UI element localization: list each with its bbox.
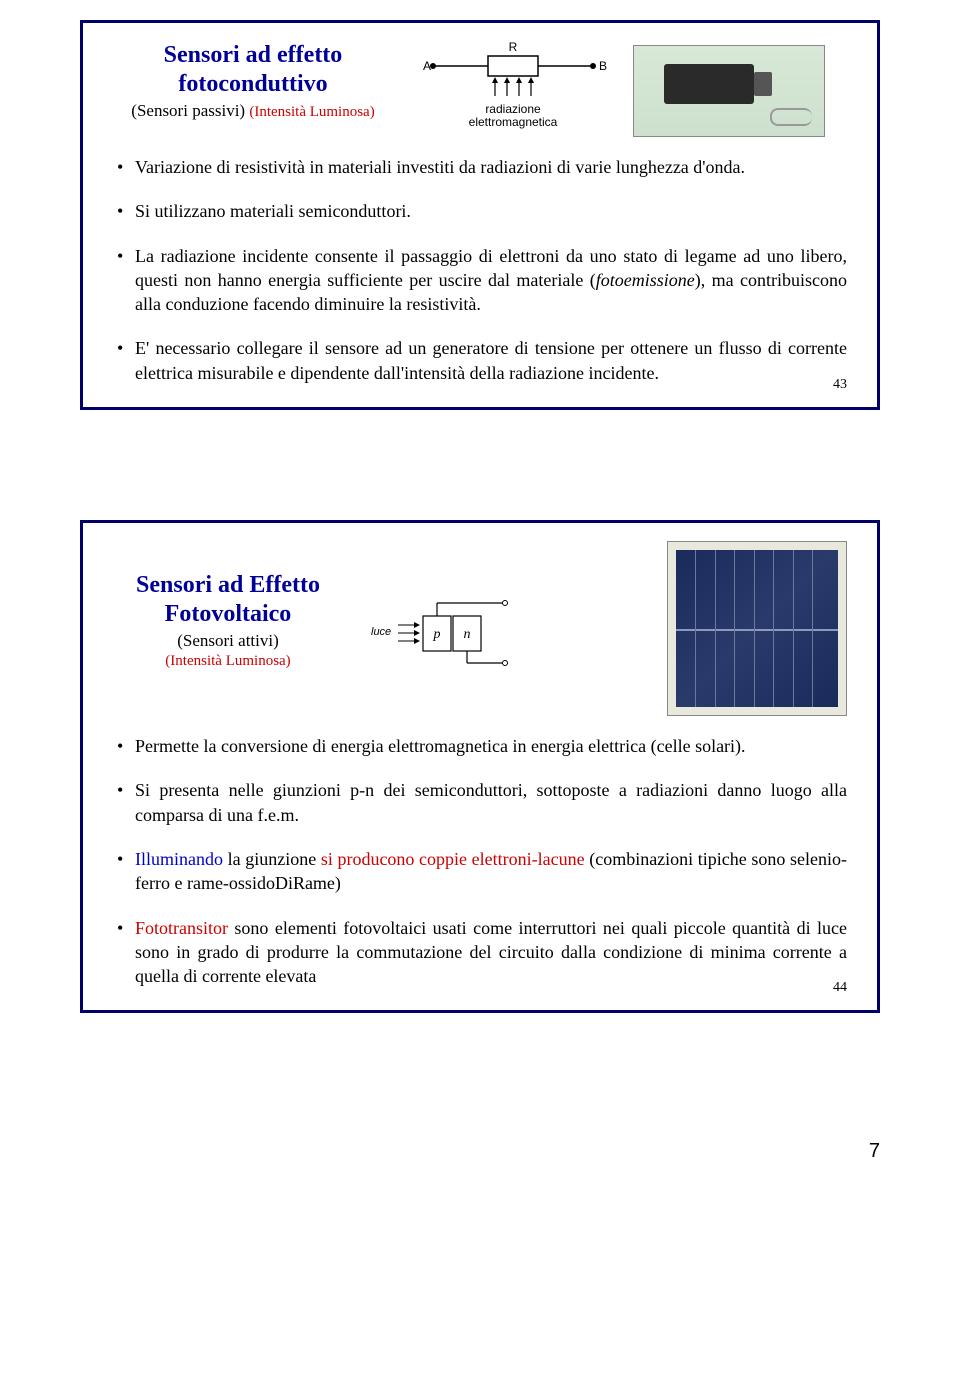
slide1-title-block: Sensori ad effetto fotoconduttivo (Senso… [113,41,393,121]
slide1-bullet-3: La radiazione incidente consente il pass… [113,244,847,317]
solar-finger [812,550,813,707]
diagram-pn-junction: luce p n [363,591,513,676]
pn-diagram-svg: luce p n [363,591,513,671]
photo-solar-cell [667,541,847,716]
bullet-text: Si utilizzano materiali semiconduttori. [135,201,411,221]
bullet-red: Fototransitor [135,918,228,938]
bullet-text: la giunzione [223,849,321,869]
slide1-subtitle-plain: (Sensori passivi) [131,101,249,120]
diagram-resistor-radiation: R A B [413,41,613,129]
slide1-title-line2: fotoconduttivo [113,70,393,99]
solar-cell-surface [676,550,838,707]
slide2-title-block: Sensori ad Effetto Fotovoltaico (Sensori… [113,571,343,670]
bullet-text: sono elementi fotovoltaici usati come in… [135,918,847,987]
slide2-bullet-2: Si presenta nelle giunzioni p-n dei semi… [113,778,847,827]
slide2-bullets: Permette la conversione di energia elett… [113,734,847,988]
label-R: R [509,41,518,54]
slide1-number: 43 [833,377,847,393]
slide-fotoconduttivo: Sensori ad effetto fotoconduttivo (Senso… [80,20,880,410]
slide2-bullet-1: Permette la conversione di energia elett… [113,734,847,758]
bullet-text: Permette la conversione di energia elett… [135,736,746,756]
solar-finger [695,550,696,707]
label-luce: luce [371,626,391,638]
bullet-text: Si presenta nelle giunzioni p-n dei semi… [135,780,847,824]
slide2-number: 44 [833,980,847,996]
solar-finger [793,550,794,707]
bullet-red: si producono coppie elettroni-lacune [321,849,585,869]
slide2-header: Sensori ad Effetto Fotovoltaico (Sensori… [113,541,847,716]
sensor-body-shape [664,64,754,104]
slide1-bullet-4: E' necessario collegare il sensore ad un… [113,336,847,385]
paperclip-shape [770,108,812,126]
photo-photodetector [633,45,825,137]
label-p: p [433,627,441,642]
caption-elettromagnetica: elettromagnetica [469,115,558,129]
diagram1-caption: radiazione elettromagnetica [413,103,613,129]
slide1-bullet-2: Si utilizzano materiali semiconduttori. [113,199,847,223]
resistor-diagram-svg: R A B [413,41,613,101]
slide2-title-line2: Fotovoltaico [113,600,343,629]
slide1-title-line1: Sensori ad effetto [113,41,393,70]
slide2-subtitle-plain: (Sensori attivi) [113,631,343,651]
slide1-bullet-1: Variazione di resistività in materiali i… [113,155,847,179]
slide2-title-line1: Sensori ad Effetto [113,571,343,600]
slide2-subtitle-red: (Intensità Luminosa) [113,653,343,670]
slide-fotovoltaico: Sensori ad Effetto Fotovoltaico (Sensori… [80,520,880,1013]
label-n: n [464,627,471,642]
page-number: 7 [869,1140,880,1163]
slide2-bullet-3: Illuminando la giunzione si producono co… [113,847,847,896]
sensor-lens-shape [754,72,772,96]
slide1-subtitle: (Sensori passivi) (Intensità Luminosa) [113,101,393,121]
solar-busbar [676,629,838,631]
solar-finger [734,550,735,707]
caption-radiazione: radiazione [485,102,540,116]
slide1-subtitle-red: (Intensità Luminosa) [249,104,374,120]
document-page: Sensori ad effetto fotoconduttivo (Senso… [0,0,960,1183]
bullet-text: E' necessario collegare il sensore ad un… [135,338,847,382]
label-B: B [599,59,607,73]
solar-finger [754,550,755,707]
solar-finger [715,550,716,707]
slide1-header: Sensori ad effetto fotoconduttivo (Senso… [113,41,847,137]
label-A: A [423,59,431,73]
bullet-text: Variazione di resistività in materiali i… [135,157,745,177]
bullet-blue: Illuminando [135,849,223,869]
slide1-bullets: Variazione di resistività in materiali i… [113,155,847,385]
bullet-italic: fotoemissione [596,270,695,290]
slide2-bullet-4: Fototransitor sono elementi fotovoltaici… [113,916,847,989]
solar-finger [773,550,774,707]
